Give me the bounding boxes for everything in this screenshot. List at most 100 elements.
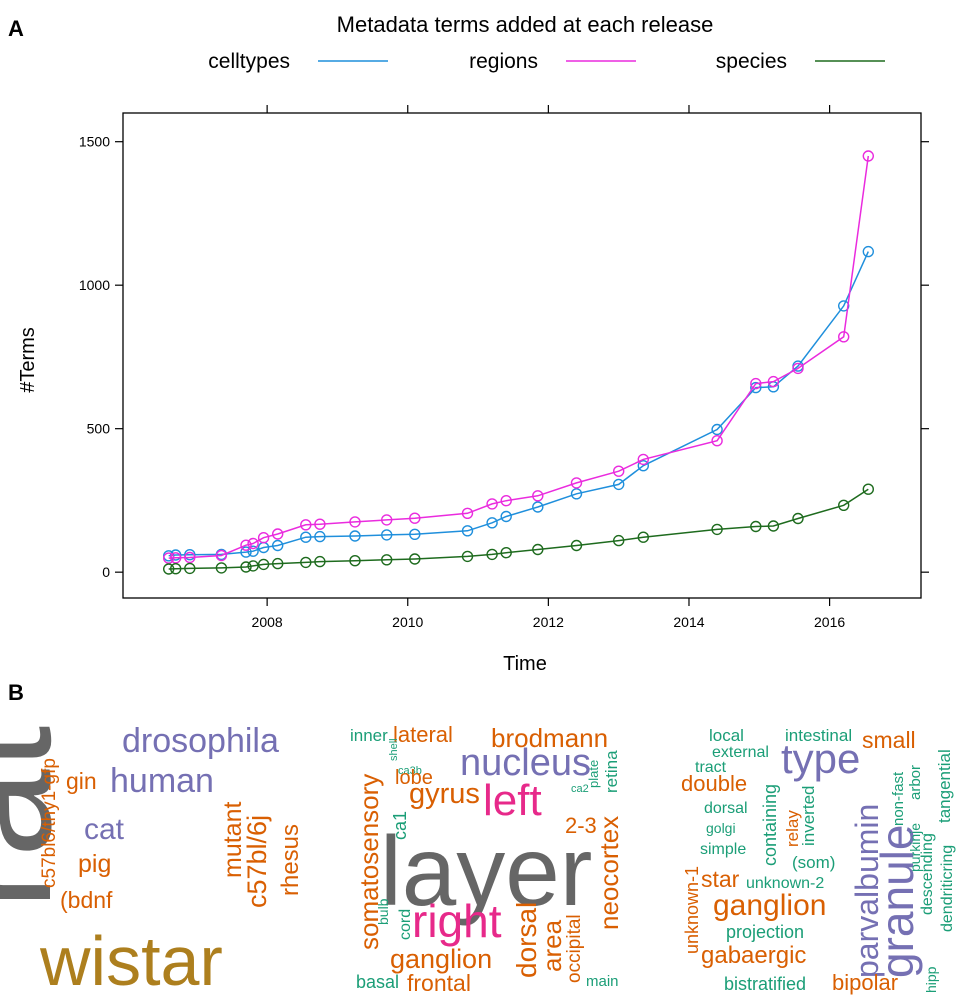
y-tick-label: 500: [87, 421, 111, 437]
y-tick-label: 1500: [79, 134, 110, 150]
data-point-celltypes: [838, 300, 850, 312]
word: unknown-2: [746, 875, 824, 892]
x-tick-label: 2008: [252, 614, 283, 630]
word: dorsal: [704, 800, 748, 817]
data-point-celltypes: [862, 245, 874, 258]
data-point-regions: [500, 495, 512, 507]
word: rat: [0, 726, 84, 910]
word: retina: [602, 750, 621, 793]
word: bulb: [375, 898, 391, 925]
word: plate: [586, 760, 601, 788]
word: tract: [695, 759, 727, 776]
data-point-species: [184, 562, 196, 575]
data-point-regions: [461, 507, 474, 519]
y-axis-label: #Terms: [17, 327, 39, 393]
word: ca2: [571, 783, 589, 795]
word: cord: [397, 909, 414, 940]
word: ganglion: [390, 944, 492, 974]
data-point-celltypes: [461, 525, 474, 537]
word: occipital: [564, 914, 585, 983]
data-point-regions: [349, 516, 361, 528]
word: main: [586, 973, 619, 990]
word: somatosensory: [354, 774, 384, 950]
y-axis: 0 500 1000 1500: [79, 134, 929, 580]
word: lobe: [395, 767, 433, 789]
data-point-regions: [184, 551, 196, 564]
word: type: [781, 735, 860, 782]
word: neocortex: [594, 816, 624, 930]
word: c57bl6/thy1-gfp: [39, 758, 60, 888]
word: ca1: [390, 811, 410, 840]
data-point-species: [767, 520, 780, 532]
word: simple: [700, 841, 746, 858]
chart-title: Metadata terms added at each release: [337, 12, 714, 37]
data-point-regions: [257, 532, 270, 544]
data-point-regions: [486, 498, 498, 510]
data-point-celltypes: [570, 488, 583, 500]
data-point-celltypes: [486, 517, 498, 529]
data-point-regions: [169, 552, 182, 564]
word: unknown-1: [682, 866, 702, 954]
data-point-celltypes: [272, 539, 284, 552]
y-tick-label: 1000: [79, 277, 110, 293]
word: mutant: [219, 802, 247, 878]
x-axis-label: Time: [503, 653, 547, 675]
word: gin: [66, 768, 97, 794]
data-point-species: [300, 556, 312, 569]
word: double: [681, 771, 747, 796]
word: intestinal: [785, 726, 852, 745]
word: local: [709, 726, 744, 745]
word: relay: [783, 810, 802, 847]
data-point-species: [838, 499, 850, 511]
word: non-fast: [890, 771, 907, 826]
plot-frame: [122, 112, 922, 599]
legend-label: species: [716, 50, 787, 73]
word: human: [110, 762, 214, 800]
data-point-species: [750, 520, 762, 533]
data-point-species: [486, 548, 498, 561]
panel-b-label: B: [8, 680, 24, 705]
word: pig: [78, 850, 111, 878]
data-point-celltypes: [169, 549, 182, 561]
data-point-regions: [570, 477, 583, 489]
word: c57bl/6j: [242, 815, 272, 908]
data-point-celltypes: [381, 529, 393, 541]
x-tick-label: 2016: [814, 614, 845, 630]
data-point-celltypes: [247, 545, 259, 557]
word: gyrus: [409, 778, 480, 810]
data-point-regions: [532, 490, 544, 502]
word: purkinje: [907, 823, 923, 872]
word: dendriticring: [939, 845, 956, 932]
x-axis: 2008 2010 2012 2014 2016: [252, 105, 845, 630]
word: left: [483, 776, 542, 825]
word: rhesus: [277, 824, 304, 896]
x-tick-label: 2010: [392, 614, 423, 630]
data-point-species: [240, 561, 252, 573]
data-point-species: [247, 560, 259, 572]
word: golgi: [706, 820, 736, 836]
data-point-celltypes: [637, 460, 649, 472]
word: inverted: [799, 786, 818, 846]
word: drosophila: [122, 722, 279, 760]
word: descending: [919, 833, 936, 915]
data-point-species: [532, 543, 544, 556]
data-point-regions: [272, 528, 284, 540]
data-point-regions: [314, 518, 326, 530]
data-point-species: [570, 539, 583, 552]
data-point-species: [613, 534, 625, 547]
data-point-celltypes: [300, 531, 312, 543]
data-point-species: [314, 555, 326, 568]
word: wistar: [39, 922, 223, 995]
x-tick-label: 2014: [673, 614, 704, 630]
data-point-species: [257, 558, 270, 571]
word: ganglion: [713, 889, 826, 922]
panel-a-label: A: [8, 16, 24, 41]
word: star: [701, 866, 740, 892]
word: layer: [380, 816, 592, 926]
data-point-species: [461, 550, 474, 563]
word: right: [412, 895, 502, 947]
data-point-regions: [409, 512, 421, 524]
